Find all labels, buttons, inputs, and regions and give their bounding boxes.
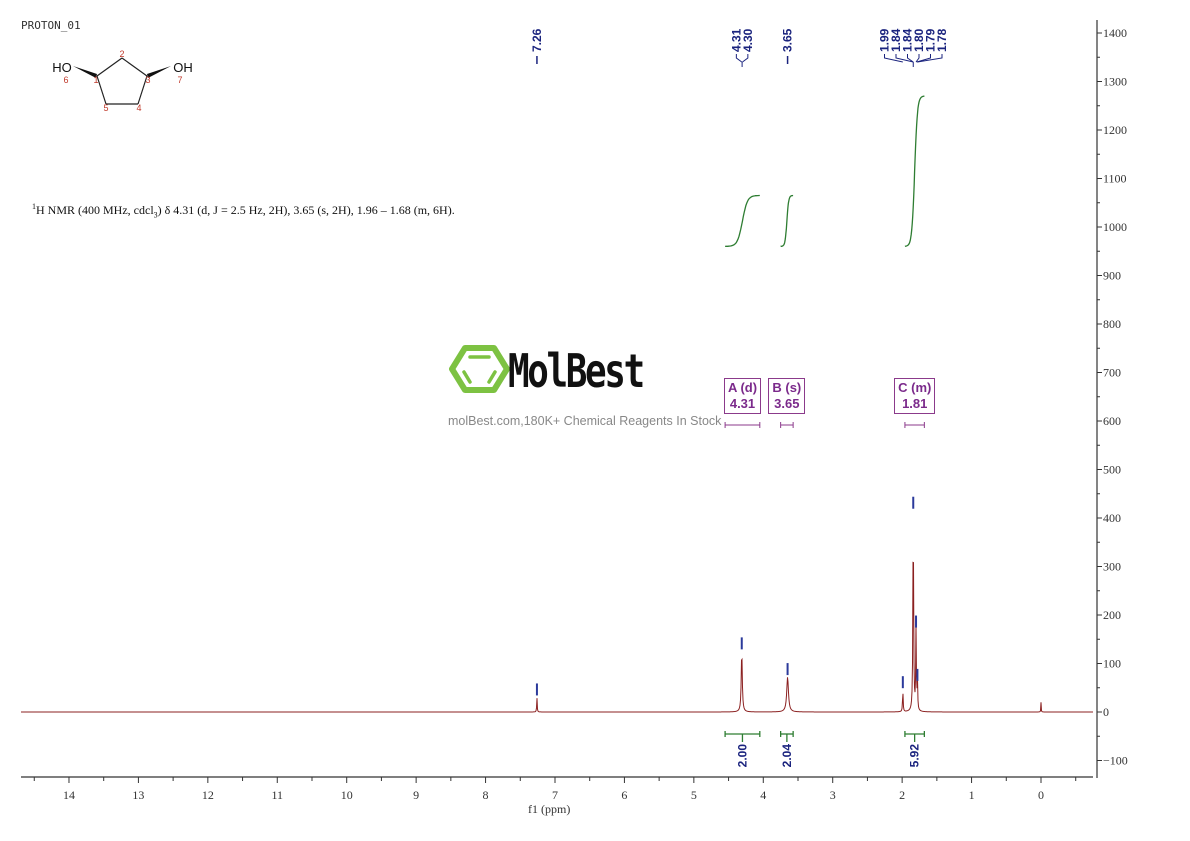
x-tick-label: 7 [552, 788, 558, 802]
multiplet-type: C (m) [898, 380, 932, 395]
x-tick-label: 11 [271, 788, 283, 802]
x-tick-label: 13 [132, 788, 144, 802]
x-tick-label: 14 [63, 788, 75, 802]
peak-labels: 7.26 4.314.30 3.65 1.991.841.841.801.791.78 [530, 28, 949, 67]
nmr-description: 1H NMR (400 MHz, cdcl3) δ 4.31 (d, J = 2… [32, 202, 455, 219]
peak-shift-label: 1.79 [923, 28, 937, 52]
x-tick-label: 3 [830, 788, 836, 802]
x-axis: 14 13 12 11 10 9 8 7 6 5 4 3 2 1 0 [21, 776, 1093, 802]
y-tick-label: 1100 [1103, 172, 1127, 186]
spectrum-trace [21, 561, 1093, 713]
svg-text:4: 4 [136, 103, 141, 113]
y-tick-label: 1400 [1103, 26, 1127, 40]
x-tick-label: 5 [691, 788, 697, 802]
peak-shift-label: 7.26 [530, 28, 544, 52]
isotope-superscript: 1 [32, 202, 36, 211]
svg-text:5: 5 [103, 103, 108, 113]
svg-text:HO: HO [52, 60, 72, 75]
peak-shift-label: 1.84 [889, 28, 903, 52]
multiplet-shift: 4.31 [729, 396, 756, 411]
y-tick-label: 1200 [1103, 123, 1127, 137]
peak-shift-label: 4.30 [741, 28, 755, 52]
y-tick-label: 100 [1103, 657, 1121, 671]
x-tick-label: 0 [1038, 788, 1044, 802]
nmr-description-prefix: H NMR (400 MHz, cdcl [36, 203, 154, 217]
svg-text:1: 1 [93, 75, 98, 85]
integral-value: 2.04 [780, 744, 794, 768]
x-axis-label: f1 (ppm) [528, 802, 571, 816]
svg-text:7: 7 [177, 75, 182, 85]
x-tick-label: 9 [413, 788, 419, 802]
watermark-tagline: molBest.com,180K+ Chemical Reagents In S… [448, 414, 722, 428]
y-tick-label: 600 [1103, 414, 1121, 428]
x-tick-label: 12 [202, 788, 214, 802]
x-tick-label: 2 [899, 788, 905, 802]
y-tick-label: 300 [1103, 560, 1121, 574]
svg-text:6: 6 [63, 75, 68, 85]
multiplet-type: B (s) [772, 380, 802, 395]
x-tick-label: 1 [969, 788, 975, 802]
svg-text:2: 2 [119, 49, 124, 59]
solvent-subscript: 3 [153, 210, 158, 220]
y-axis: 1400130012001100100090080070060050040030… [1096, 20, 1128, 778]
peak-markers [535, 496, 919, 696]
sample-name: PROTON_01 [21, 19, 81, 32]
y-tick-label: 700 [1103, 366, 1121, 380]
nmr-description-suffix: ) δ 4.31 (d, J = 2.5 Hz, 2H), 3.65 (s, 2… [157, 203, 455, 217]
x-tick-label: 8 [483, 788, 489, 802]
watermark-brand: MolBest [508, 344, 645, 398]
peak-shift-label: 3.65 [781, 28, 795, 52]
y-tick-label: 200 [1103, 608, 1121, 622]
peak-shift-label: 1.78 [935, 28, 949, 52]
x-tick-label: 4 [760, 788, 766, 802]
multiplet-brackets [724, 422, 925, 428]
y-tick-label: 500 [1103, 463, 1121, 477]
y-tick-label: 900 [1103, 269, 1121, 283]
multiplet-label-box: C (m) 1.81 [894, 378, 936, 414]
integral-value: 2.00 [735, 744, 749, 768]
multiplet-type: A (d) [727, 380, 758, 395]
multiplet-shift: 3.65 [774, 396, 800, 411]
x-tick-label: 10 [341, 788, 353, 802]
y-tick-label: 1000 [1103, 220, 1127, 234]
multiplet-label-box: A (d) 4.31 [723, 378, 762, 414]
y-tick-label: 800 [1103, 317, 1121, 331]
peak-shift-label: 1.80 [912, 28, 926, 52]
integral-bars: 2.00 2.04 5.92 [724, 731, 926, 768]
y-tick-label: 400 [1103, 511, 1121, 525]
chemical-structure: HO6 OH7 1 2 3 4 5 [52, 49, 193, 113]
integral-curves [725, 95, 925, 248]
peak-shift-label: 1.99 [877, 28, 891, 52]
molbest-logo-icon [449, 345, 510, 393]
integral-value: 5.92 [908, 744, 922, 768]
svg-text:OH: OH [173, 60, 193, 75]
x-tick-label: 6 [621, 788, 627, 802]
y-tick-label: 0 [1103, 705, 1109, 719]
y-tick-label: −100 [1103, 754, 1128, 768]
multiplet-shift: 1.81 [902, 396, 928, 411]
y-tick-label: 1300 [1103, 75, 1127, 89]
peak-shift-label: 4.31 [729, 28, 743, 52]
peak-shift-label: 1.84 [900, 28, 914, 52]
multiplet-label-box: B (s) 3.65 [768, 378, 806, 414]
svg-text:3: 3 [145, 75, 150, 85]
